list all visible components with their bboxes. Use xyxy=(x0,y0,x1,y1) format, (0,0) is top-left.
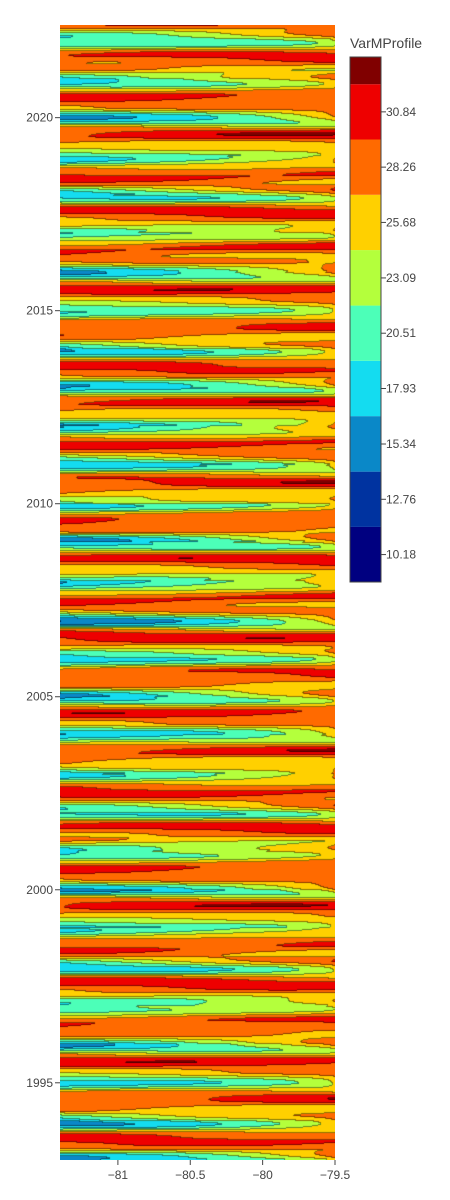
colorbar-tick-label: 28.26 xyxy=(386,160,416,174)
colorbar-level xyxy=(350,526,381,582)
x-axis: −81 −80.5 −80 −79.5 xyxy=(108,1160,351,1182)
y-tick-label: 2015 xyxy=(26,304,53,318)
colorbar-ticks: 10.18 12.76 15.34 17.93 20.51 23.09 25.68 28.26… xyxy=(381,105,416,562)
colorbar-level xyxy=(350,194,381,251)
x-tick-label: −80.5 xyxy=(175,1168,206,1182)
y-tick-label: 2005 xyxy=(26,690,53,704)
colorbar-level xyxy=(350,57,381,85)
colorbar-level xyxy=(350,305,381,361)
colorbar-tick-label: 25.68 xyxy=(386,215,416,229)
y-axis: 1995 2000 2005 2010 2015 2020 xyxy=(26,111,60,1090)
colorbar-tick-label: 15.34 xyxy=(386,437,416,451)
colorbar-tick-label: 17.93 xyxy=(386,382,416,396)
y-tick-label: 2020 xyxy=(26,111,53,125)
colorbar-level xyxy=(350,250,381,306)
x-tick-label: −81 xyxy=(108,1168,129,1182)
colorbar-tick-label: 23.09 xyxy=(386,271,416,285)
colorbar-tick-label: 10.18 xyxy=(386,548,416,562)
y-tick-label: 1995 xyxy=(26,1076,53,1090)
colorbar-level xyxy=(350,139,381,195)
colorbar-outline xyxy=(349,56,382,583)
y-tick-label: 2000 xyxy=(26,883,53,897)
colorbar-title: VarMProfile xyxy=(350,35,422,51)
colorbar-levels xyxy=(350,57,381,582)
colorbar-tick-label: 20.51 xyxy=(386,326,416,340)
colorbar-level xyxy=(350,360,381,417)
colorbar-tick-label: 12.76 xyxy=(386,492,416,506)
colorbar-level xyxy=(350,84,381,140)
x-tick-label: −80 xyxy=(252,1168,273,1182)
colorbar-tick-label: 30.84 xyxy=(386,105,416,119)
plot-area xyxy=(60,25,335,1160)
colorbar: VarMProfile 10.18 12.76 15.34 17.93 20.51 23.… xyxy=(349,35,422,583)
contour-fill xyxy=(60,25,335,1160)
x-tick-label: −79.5 xyxy=(320,1168,351,1182)
colorbar-level xyxy=(350,471,381,527)
colorbar-level xyxy=(350,416,381,472)
y-tick-label: 2010 xyxy=(26,497,53,511)
